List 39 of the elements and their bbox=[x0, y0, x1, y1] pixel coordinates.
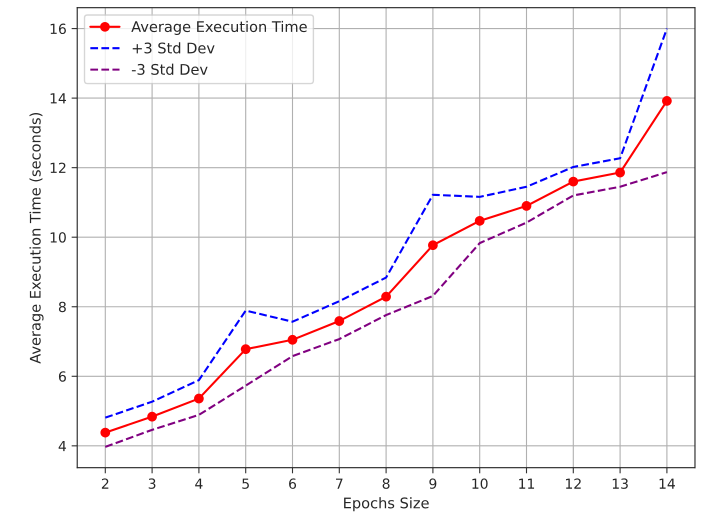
x-tick-label: 11 bbox=[519, 478, 534, 489]
x-tick-label: 8 bbox=[382, 478, 390, 489]
point bbox=[334, 316, 344, 326]
point bbox=[381, 292, 391, 302]
point bbox=[240, 344, 251, 354]
x-tick-label: 13 bbox=[612, 478, 628, 489]
y-tick-label: 8 bbox=[58, 302, 66, 312]
legend-label: Average Execution Time bbox=[131, 20, 307, 35]
x-tick-label: 9 bbox=[429, 478, 436, 489]
x-tick-label: 12 bbox=[566, 478, 581, 489]
line-series bbox=[104, 171, 668, 448]
y-tick-label: 14 bbox=[50, 93, 66, 104]
legend-label: -3 Std Dev bbox=[132, 64, 208, 75]
point bbox=[522, 201, 532, 211]
x-tick-label: 4 bbox=[195, 478, 203, 489]
y-axis-title: Average Execution Time (seconds) bbox=[29, 112, 44, 364]
y-tick-label: 12 bbox=[50, 162, 66, 173]
x-tick-label: 10 bbox=[472, 478, 488, 489]
point bbox=[100, 428, 110, 438]
point bbox=[147, 412, 157, 422]
y-tick-label: 16 bbox=[50, 24, 66, 34]
legend-label: +3 Std Dev bbox=[132, 42, 215, 54]
y-tick-label: 10 bbox=[50, 232, 66, 243]
point bbox=[288, 334, 298, 345]
x-tick-label: 6 bbox=[289, 478, 296, 489]
x-tick-label: 3 bbox=[148, 478, 156, 489]
point bbox=[428, 240, 438, 250]
x-tick-label: 14 bbox=[660, 478, 675, 489]
point bbox=[568, 176, 578, 186]
y-tick-label: 6 bbox=[58, 371, 66, 382]
point bbox=[474, 216, 485, 226]
x-tick-label: 5 bbox=[242, 478, 249, 489]
point bbox=[615, 168, 625, 178]
point bbox=[662, 96, 672, 106]
x-axis-title: Epochs Size bbox=[344, 497, 429, 512]
x-tick-label: 7 bbox=[336, 478, 343, 489]
x-tick-label: 2 bbox=[102, 478, 108, 489]
point bbox=[194, 394, 204, 404]
y-tick-label: 4 bbox=[58, 440, 66, 452]
